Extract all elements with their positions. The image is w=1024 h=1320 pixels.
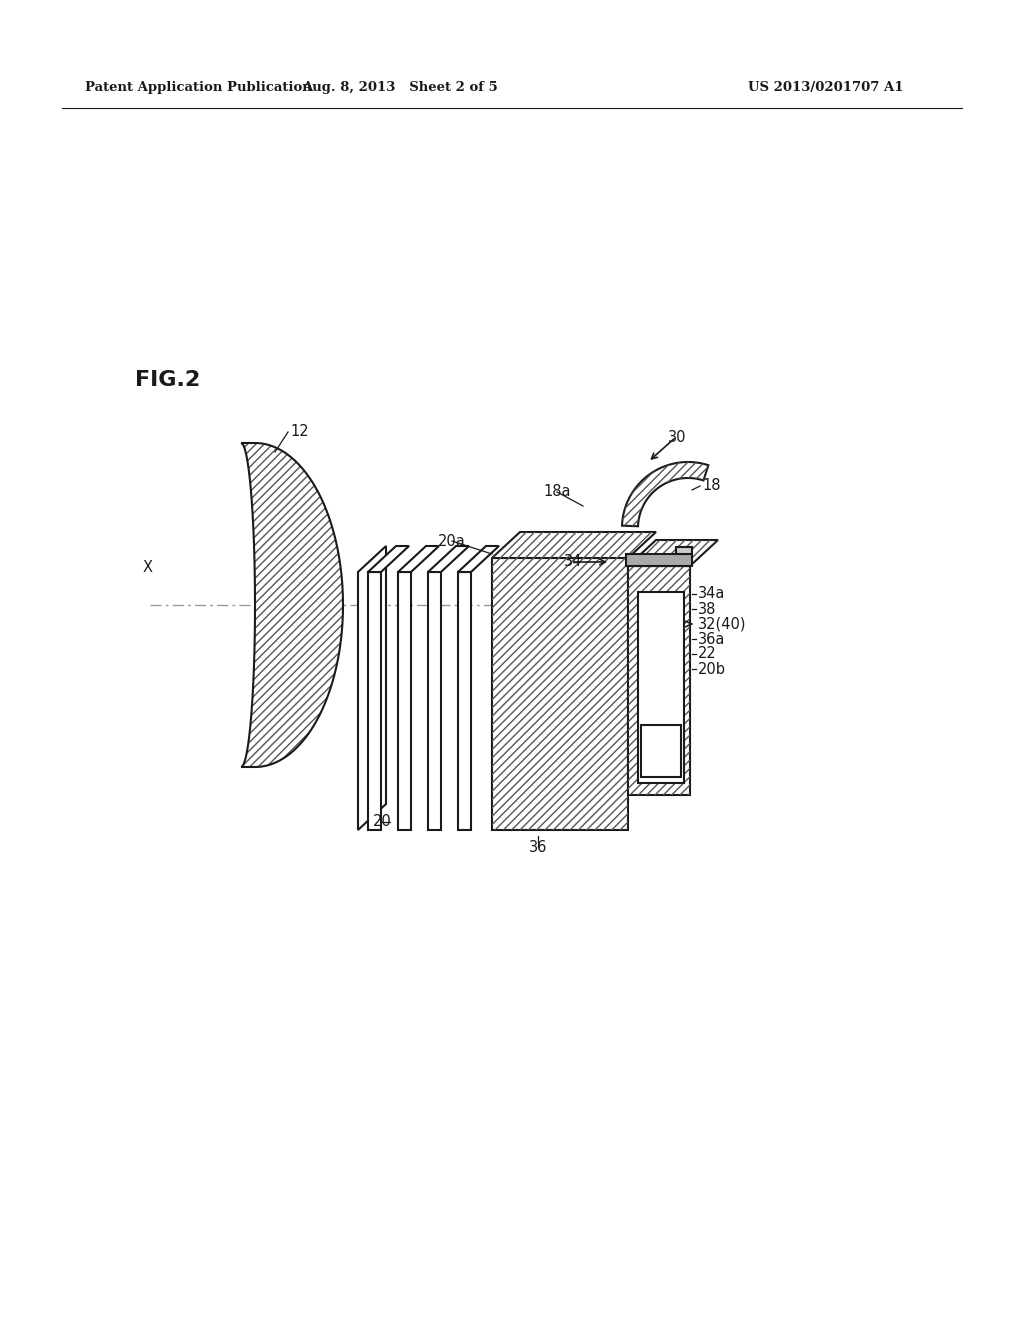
Text: 36a: 36a	[698, 631, 725, 647]
Polygon shape	[458, 546, 499, 572]
Polygon shape	[368, 546, 409, 572]
Polygon shape	[458, 572, 471, 830]
Polygon shape	[626, 554, 692, 566]
Text: 32(40): 32(40)	[698, 616, 746, 631]
Text: 34a: 34a	[698, 586, 725, 602]
Text: 20b: 20b	[698, 661, 726, 676]
Text: 18a: 18a	[544, 484, 570, 499]
Polygon shape	[241, 444, 343, 767]
Polygon shape	[368, 572, 381, 830]
Polygon shape	[398, 572, 411, 830]
Text: 22: 22	[698, 647, 717, 661]
Text: X: X	[143, 560, 153, 574]
Text: 38: 38	[698, 602, 717, 616]
Polygon shape	[641, 725, 681, 777]
Polygon shape	[628, 540, 718, 566]
Polygon shape	[638, 591, 684, 783]
Text: 36: 36	[528, 840, 547, 854]
Polygon shape	[358, 546, 386, 830]
Polygon shape	[628, 566, 690, 795]
Polygon shape	[492, 558, 628, 830]
Text: Aug. 8, 2013   Sheet 2 of 5: Aug. 8, 2013 Sheet 2 of 5	[302, 82, 498, 95]
Text: 12: 12	[290, 425, 308, 440]
Text: FIG.2: FIG.2	[135, 370, 201, 389]
Text: 34: 34	[564, 554, 583, 569]
Polygon shape	[492, 532, 656, 558]
Text: Patent Application Publication: Patent Application Publication	[85, 82, 311, 95]
Polygon shape	[622, 462, 709, 527]
Text: 30: 30	[668, 429, 686, 445]
Text: 18: 18	[702, 479, 721, 494]
Text: US 2013/0201707 A1: US 2013/0201707 A1	[748, 82, 903, 95]
Polygon shape	[428, 572, 441, 830]
Polygon shape	[428, 546, 469, 572]
Text: 20a: 20a	[438, 533, 466, 549]
Polygon shape	[398, 546, 439, 572]
Polygon shape	[676, 546, 692, 554]
Text: 20: 20	[373, 814, 391, 829]
